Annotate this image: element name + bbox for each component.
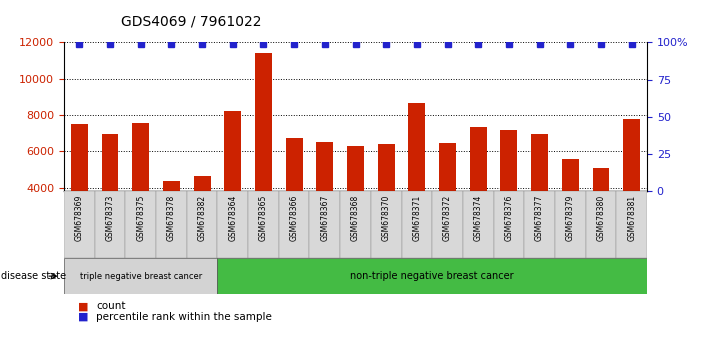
Bar <box>408 103 425 260</box>
Bar <box>592 169 609 260</box>
Text: GSM678373: GSM678373 <box>105 195 114 241</box>
Text: GDS4069 / 7961022: GDS4069 / 7961022 <box>121 14 262 28</box>
Text: GSM678378: GSM678378 <box>167 195 176 241</box>
Text: GSM678380: GSM678380 <box>597 195 606 241</box>
Text: non-triple negative breast cancer: non-triple negative breast cancer <box>351 271 514 281</box>
Bar <box>71 124 87 260</box>
Text: GSM678370: GSM678370 <box>382 195 390 241</box>
Bar <box>347 146 364 260</box>
Text: percentile rank within the sample: percentile rank within the sample <box>96 312 272 322</box>
Bar <box>225 112 241 260</box>
Bar <box>501 130 518 260</box>
Text: GSM678372: GSM678372 <box>443 195 452 241</box>
Bar <box>156 191 187 258</box>
Text: GSM678376: GSM678376 <box>504 195 513 241</box>
Bar <box>470 127 486 260</box>
Text: GSM678381: GSM678381 <box>627 195 636 241</box>
Bar <box>371 191 402 258</box>
Bar <box>616 191 647 258</box>
Bar <box>562 159 579 260</box>
Bar <box>187 191 218 258</box>
Text: GSM678375: GSM678375 <box>137 195 145 241</box>
Bar <box>64 258 218 294</box>
Text: GSM678368: GSM678368 <box>351 195 360 241</box>
Bar <box>248 191 279 258</box>
Bar <box>432 191 463 258</box>
Bar <box>463 191 493 258</box>
Bar <box>402 191 432 258</box>
Bar <box>378 144 395 260</box>
Text: count: count <box>96 301 125 311</box>
Bar <box>255 53 272 260</box>
Bar <box>316 142 333 260</box>
Text: GSM678382: GSM678382 <box>198 195 207 241</box>
Text: GSM678374: GSM678374 <box>474 195 483 241</box>
Bar <box>218 191 248 258</box>
Text: disease state: disease state <box>1 271 66 281</box>
Bar <box>102 134 119 260</box>
Text: ■: ■ <box>78 312 89 322</box>
Bar <box>286 138 303 260</box>
Text: GSM678366: GSM678366 <box>289 195 299 241</box>
Text: GSM678365: GSM678365 <box>259 195 268 241</box>
Bar <box>309 191 340 258</box>
Bar <box>125 191 156 258</box>
Bar <box>555 191 586 258</box>
Bar <box>439 143 456 260</box>
Bar <box>624 119 640 260</box>
Bar <box>340 191 371 258</box>
Bar <box>586 191 616 258</box>
Text: triple negative breast cancer: triple negative breast cancer <box>80 272 202 281</box>
Text: GSM678364: GSM678364 <box>228 195 237 241</box>
Text: ■: ■ <box>78 301 89 311</box>
Text: GSM678377: GSM678377 <box>535 195 544 241</box>
Bar <box>95 191 125 258</box>
Text: GSM678369: GSM678369 <box>75 195 84 241</box>
Text: GSM678367: GSM678367 <box>321 195 329 241</box>
Bar <box>493 191 524 258</box>
Bar <box>531 134 548 260</box>
Bar <box>193 176 210 260</box>
Bar <box>279 191 309 258</box>
Bar <box>64 191 95 258</box>
Bar <box>524 191 555 258</box>
Text: GSM678379: GSM678379 <box>566 195 574 241</box>
Bar <box>163 181 180 260</box>
Text: GSM678371: GSM678371 <box>412 195 422 241</box>
Bar <box>132 123 149 260</box>
Bar <box>218 258 647 294</box>
